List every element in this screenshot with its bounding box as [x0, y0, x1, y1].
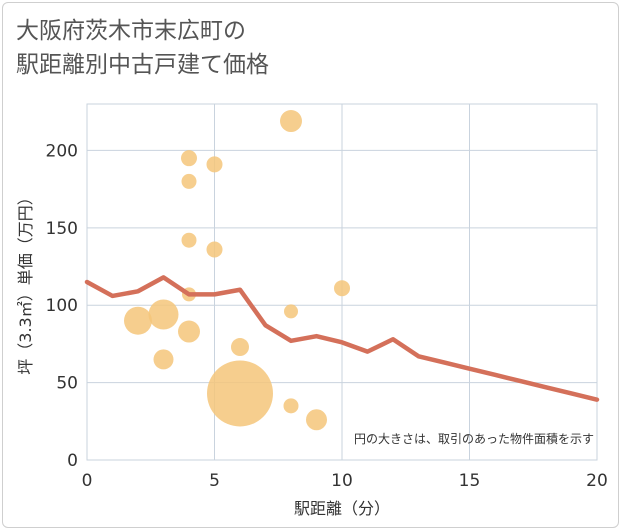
bubble-point-15 [306, 409, 327, 431]
chart-title: 大阪府茨木市末広町の 駅距離別中古戸建て価格 [16, 14, 269, 82]
bubble-point-4 [181, 173, 197, 189]
chart-title-line-1: 大阪府茨木市末広町の [16, 18, 246, 44]
bubble-point-0 [124, 306, 152, 335]
bubble-point-11 [207, 360, 273, 427]
bubble-series [124, 110, 350, 431]
bubble-point-9 [206, 241, 223, 258]
average-line [84, 275, 600, 402]
y-axis-label: 坪（3.3㎡）単価（万円） [16, 189, 35, 374]
bubble-point-3 [181, 150, 197, 167]
bubble-point-5 [181, 232, 197, 248]
y-tick-label-0: 0 [67, 451, 78, 471]
x-tick-label-1: 5 [209, 471, 220, 491]
average-line-series [84, 275, 600, 402]
chart-title-line-2: 駅距離別中古戸建て価格 [16, 52, 269, 78]
bubble-point-7 [178, 320, 200, 343]
x-tick-label-4: 20 [586, 471, 608, 491]
y-tick-label-2: 100 [46, 296, 78, 316]
bubble-point-16 [334, 280, 350, 297]
bubble-point-14 [283, 398, 299, 414]
y-tick-label-4: 200 [46, 141, 78, 161]
size-note: 円の大きさは、取引のあった物件面積を示す [354, 431, 594, 446]
bubble-point-1 [148, 299, 179, 330]
bubble-point-12 [280, 110, 302, 133]
bubble-point-10 [231, 338, 249, 357]
bubble-point-2 [153, 349, 174, 370]
y-tick-label-1: 50 [56, 374, 78, 394]
y-tick-label-3: 150 [46, 219, 78, 239]
x-tick-label-2: 10 [331, 471, 353, 491]
x-axis-label: 駅距離（分） [294, 499, 390, 518]
bubble-point-13 [284, 304, 298, 319]
x-tick-label-3: 15 [459, 471, 481, 491]
x-tick-label-0: 0 [82, 471, 93, 491]
bubble-point-8 [206, 156, 223, 173]
